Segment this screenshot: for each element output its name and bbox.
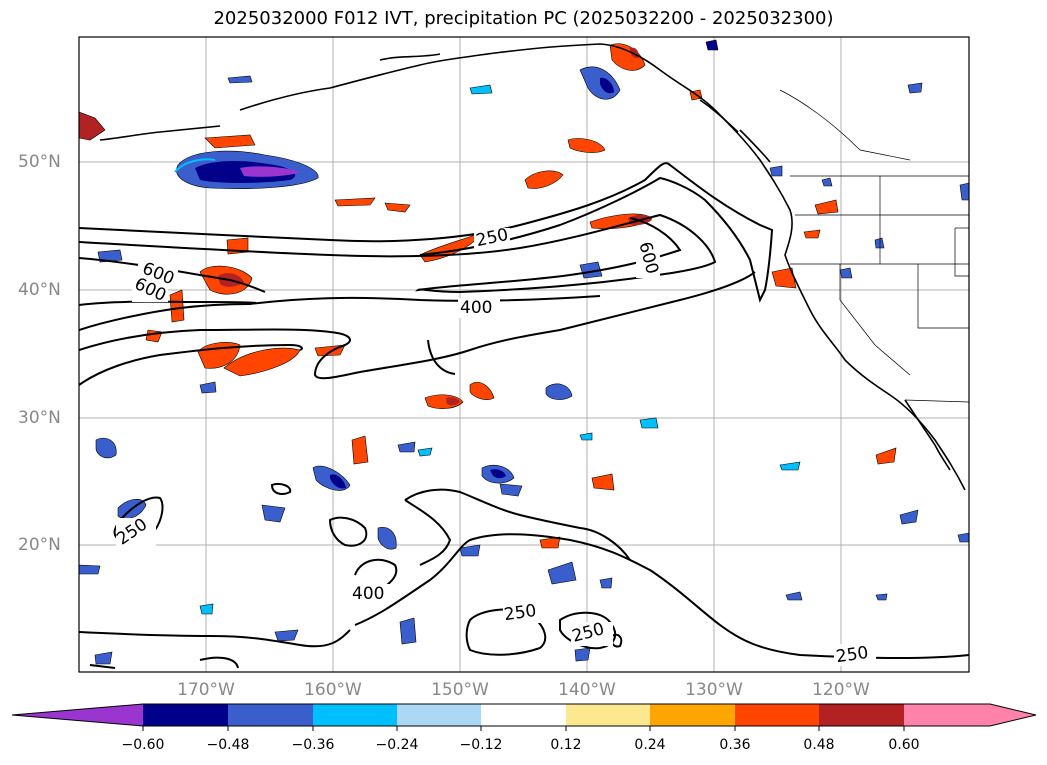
colorbar-segment bbox=[481, 704, 566, 726]
colorbar-tick-label: −0.12 bbox=[459, 737, 503, 753]
colorbar-segment bbox=[313, 704, 397, 726]
lat-label-50n: 50°N bbox=[18, 152, 61, 172]
borders bbox=[779, 89, 969, 403]
precip-patches bbox=[79, 39, 969, 665]
colorbar-segment bbox=[735, 704, 819, 726]
lon-label-130w: 130°W bbox=[685, 680, 743, 700]
contour-label: 400 bbox=[352, 584, 385, 604]
colorbar-segment bbox=[397, 704, 481, 726]
colorbar-segment bbox=[650, 704, 735, 726]
colorbar-segment bbox=[12, 704, 143, 726]
coastlines bbox=[99, 43, 966, 491]
colorbar-tick-label: −0.60 bbox=[121, 737, 165, 753]
lon-label-160w: 160°W bbox=[304, 680, 362, 700]
lat-label-20n: 20°N bbox=[18, 535, 61, 555]
lat-label-30n: 30°N bbox=[18, 408, 61, 428]
colorbar-tick-label: 0.48 bbox=[803, 737, 835, 753]
ivt-contours bbox=[79, 162, 969, 669]
colorbar-segment bbox=[566, 704, 650, 726]
contour-label: 400 bbox=[460, 298, 493, 318]
colorbar-tick-label: 0.36 bbox=[719, 737, 751, 753]
colorbar-segment bbox=[228, 704, 313, 726]
lon-label-150w: 150°W bbox=[431, 680, 489, 700]
colorbar-segment bbox=[143, 704, 228, 726]
lon-label-170w: 170°W bbox=[177, 680, 235, 700]
lon-label-140w: 140°W bbox=[558, 680, 616, 700]
colorbar-tick-label: 0.24 bbox=[634, 737, 666, 753]
colorbar-segment bbox=[904, 704, 1036, 726]
colorbar-tick-label: 0.12 bbox=[550, 737, 582, 753]
colorbar-segment bbox=[819, 704, 904, 726]
plot-frame bbox=[78, 36, 970, 673]
colorbar bbox=[11, 703, 1037, 731]
lon-label-120w: 120°W bbox=[812, 680, 870, 700]
lat-label-40n: 40°N bbox=[18, 280, 61, 300]
map-title: 2025032000 F012 IVT, precipitation PC (2… bbox=[213, 8, 834, 29]
colorbar-tick-label: −0.36 bbox=[291, 737, 335, 753]
colorbar-tick-label: −0.48 bbox=[206, 737, 250, 753]
colorbar-tick-label: 0.60 bbox=[888, 737, 920, 753]
colorbar-tick-label: −0.24 bbox=[375, 737, 419, 753]
precip-patch-positive bbox=[79, 111, 106, 141]
contour-label-backgrounds bbox=[116, 228, 876, 666]
